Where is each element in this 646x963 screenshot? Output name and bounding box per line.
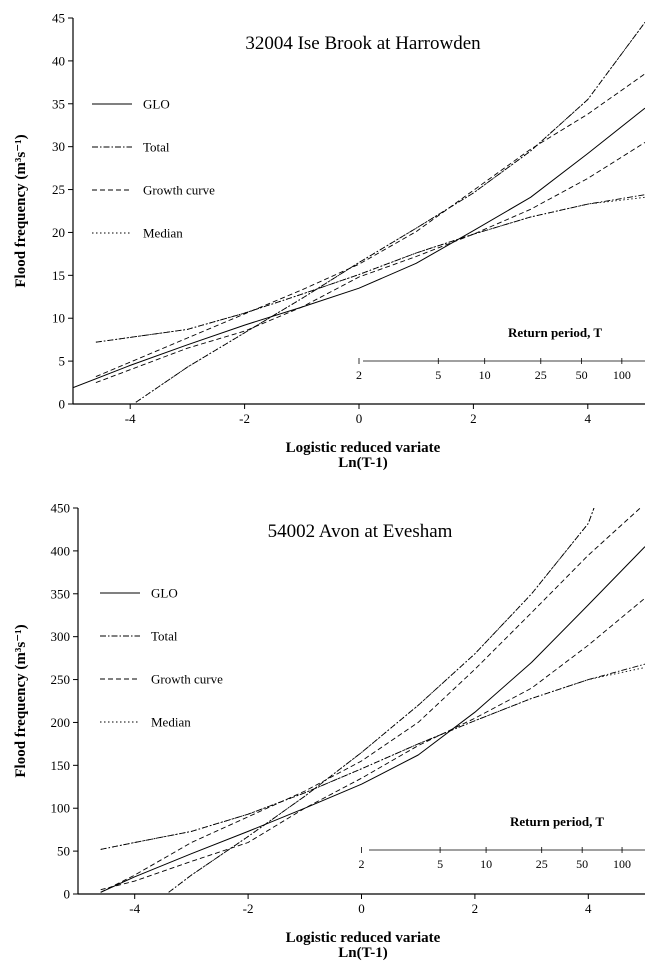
legend-label: Median [151, 715, 191, 730]
series-growth-curve-upper [100, 508, 641, 893]
y-tick-label: 100 [51, 801, 71, 816]
y-tick-label: 50 [57, 844, 70, 859]
x-tick-label: -4 [125, 411, 136, 426]
x-tick-label: 0 [358, 901, 365, 916]
y-axis-label: Flood frequency (m³s⁻¹) [13, 134, 29, 287]
x-tick-label: 0 [356, 411, 363, 426]
return-period-label: 100 [613, 857, 631, 871]
y-tick-label: 30 [52, 139, 65, 154]
legend-label: Growth curve [143, 183, 215, 198]
series-growth-curve-upper [95, 73, 645, 378]
y-tick-label: 350 [51, 586, 71, 601]
x-tick-label: 2 [472, 901, 479, 916]
return-period-label: 2 [359, 857, 365, 871]
y-tick-label: 0 [59, 397, 66, 412]
y-tick-label: 35 [52, 96, 65, 111]
x-tick-label: 2 [470, 411, 477, 426]
series-median-upper [135, 22, 645, 403]
y-tick-label: 200 [51, 715, 71, 730]
y-tick-label: 0 [64, 887, 71, 902]
series-median-lower [95, 196, 645, 343]
y-tick-label: 25 [52, 182, 65, 197]
return-period-label: 100 [613, 368, 631, 382]
legend-label: GLO [151, 586, 178, 601]
return-period-title: Return period, T [508, 325, 602, 340]
legend-label: Median [143, 226, 183, 241]
y-tick-label: 40 [52, 53, 65, 68]
legend-label: GLO [143, 97, 170, 112]
x-tick-label: -4 [129, 901, 140, 916]
y-tick-label: 300 [51, 629, 71, 644]
y-tick-label: 250 [51, 672, 71, 687]
legend-label: Growth curve [151, 672, 223, 687]
x-axis-sublabel: Ln(T-1) [338, 945, 387, 961]
series-total-upper [168, 508, 595, 893]
return-period-label: 2 [356, 368, 362, 382]
return-period-label: 25 [536, 857, 548, 871]
series-growth-curve-lower [100, 597, 645, 891]
return-period-label: 10 [479, 368, 491, 382]
y-axis-label: Flood frequency (m³s⁻¹) [13, 624, 29, 777]
return-period-title: Return period, T [510, 814, 604, 829]
return-period-label: 10 [480, 857, 492, 871]
legend-label: Total [151, 629, 178, 644]
series-median-lower [100, 667, 645, 850]
chart-title: 32004 Ise Brook at Harrowden [245, 33, 481, 54]
y-tick-label: 20 [52, 225, 65, 240]
chart-title: 54002 Avon at Evesham [268, 521, 453, 542]
series-growth-curve-lower [95, 142, 645, 384]
series-median-upper [168, 508, 595, 893]
y-tick-label: 45 [52, 11, 65, 26]
series-group [73, 22, 645, 403]
x-axis-label: Logistic reduced variate [286, 930, 441, 946]
series-group [100, 508, 645, 893]
y-tick-label: 5 [59, 354, 66, 369]
return-period-label: 50 [576, 857, 588, 871]
y-tick-label: 400 [51, 543, 71, 558]
series-total-upper [135, 22, 645, 403]
return-period-label: 5 [435, 368, 441, 382]
y-tick-label: 10 [52, 311, 65, 326]
return-period-label: 25 [535, 368, 547, 382]
x-axis-label: Logistic reduced variate [286, 440, 441, 456]
series-glo [100, 546, 645, 893]
series-total-lower [95, 194, 645, 343]
series-glo [73, 107, 645, 389]
x-tick-label: -2 [239, 411, 250, 426]
x-tick-label: -2 [243, 901, 254, 916]
legend-label: Total [143, 140, 170, 155]
x-axis-sublabel: Ln(T-1) [338, 455, 387, 471]
return-period-label: 5 [437, 857, 443, 871]
return-period-label: 50 [576, 368, 588, 382]
y-tick-label: 15 [52, 268, 65, 283]
x-tick-label: 4 [585, 901, 592, 916]
y-tick-label: 450 [51, 501, 71, 516]
x-tick-label: 4 [585, 411, 592, 426]
y-tick-label: 150 [51, 758, 71, 773]
